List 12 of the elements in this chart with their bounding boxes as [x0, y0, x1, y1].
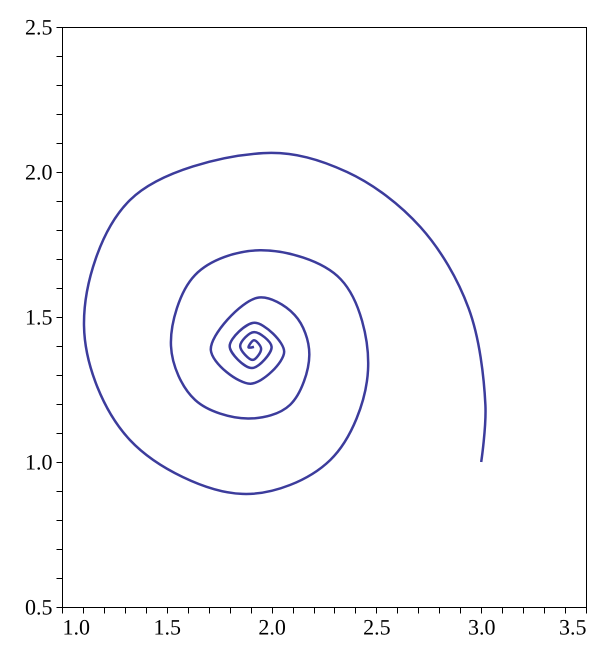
- y-tick-label: 0.5: [25, 594, 52, 620]
- x-tick-label: 2.5: [363, 614, 391, 640]
- x-tick-label: 1.0: [62, 614, 90, 640]
- y-tick-label: 2.0: [25, 160, 52, 184]
- y-tick-label: 2.5: [25, 14, 52, 40]
- x-tick-label: 2.0: [258, 614, 286, 640]
- x-tick-label: 3.5: [559, 614, 586, 640]
- y-tick-label: 1.0: [25, 450, 52, 474]
- x-tick-label: 1.5: [154, 614, 182, 640]
- line-series: [82, 152, 487, 496]
- x-tick-label: 3.0: [468, 614, 496, 640]
- y-tick-label: 1.5: [25, 304, 52, 330]
